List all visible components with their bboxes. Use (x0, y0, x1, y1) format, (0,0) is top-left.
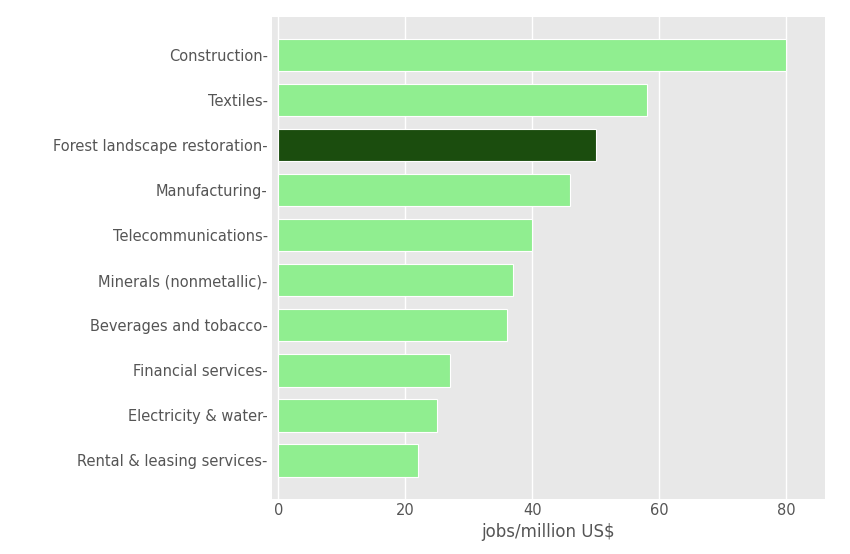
Bar (278, 39, 786, 71)
Bar (278, 354, 450, 387)
Bar (278, 219, 532, 252)
Bar (278, 399, 437, 432)
Bar (278, 174, 570, 206)
Bar (278, 264, 513, 296)
Bar (278, 129, 596, 161)
X-axis label: jobs/million US$: jobs/million US$ (481, 524, 615, 541)
Bar (278, 444, 418, 476)
Bar (278, 309, 507, 341)
Bar (278, 84, 647, 116)
